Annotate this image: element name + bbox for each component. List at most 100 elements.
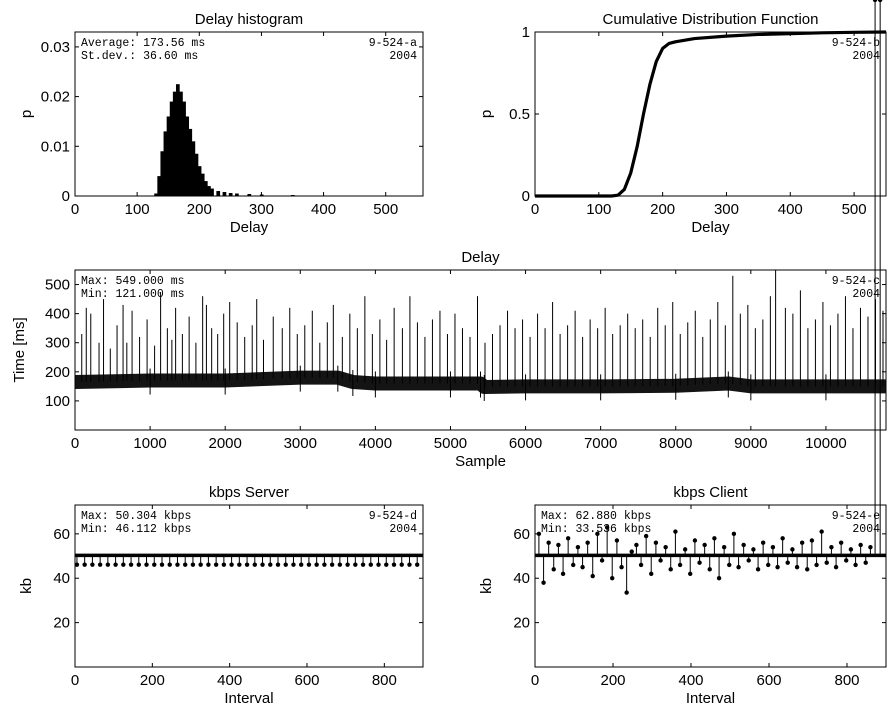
stem-marker xyxy=(872,0,878,3)
stem-marker xyxy=(604,525,610,530)
x-tick-label: 800 xyxy=(834,672,859,689)
stem-marker xyxy=(144,562,149,567)
x-tick-label: 500 xyxy=(842,201,867,218)
stem-marker xyxy=(229,562,234,567)
stem-marker xyxy=(575,544,581,550)
axes-delay-histogram: Delay histogram 0 100 200 300 400 500 0 0.01 0.02… xyxy=(18,11,424,236)
histogram-bar xyxy=(216,191,221,196)
histogram-bar xyxy=(210,188,214,196)
x-tick-label: 600 xyxy=(294,672,319,689)
y-tick-label: 20 xyxy=(53,615,70,632)
stem-marker xyxy=(638,562,644,568)
y-tick-label: 0 xyxy=(522,188,530,205)
histogram-bar xyxy=(163,131,168,196)
x-axis-label: Delay xyxy=(230,219,269,236)
stem-marker xyxy=(82,562,87,567)
histogram-bar xyxy=(197,166,202,196)
stem-marker xyxy=(360,562,366,567)
stem-marker xyxy=(760,540,766,545)
histogram-bar xyxy=(235,193,239,196)
stem-marker xyxy=(780,536,785,541)
annotation-stat: Min: 33.536 kbps xyxy=(541,523,651,536)
x-tick-label: 500 xyxy=(373,201,398,218)
annotation-stat: Max: 62.880 kbps xyxy=(541,510,651,523)
stem-marker xyxy=(580,564,585,570)
stem-marker xyxy=(571,562,576,568)
stem-marker xyxy=(794,564,800,570)
annotation-id: 2004 xyxy=(852,50,880,63)
annotation-id: 2004 xyxy=(389,50,417,63)
chart-title: Delay histogram xyxy=(195,11,303,28)
histogram-bar xyxy=(166,116,171,196)
histogram-bar xyxy=(185,116,190,196)
stem-marker xyxy=(663,544,668,550)
histogram-bar xyxy=(157,176,162,196)
x-tick-label: 800 xyxy=(372,672,397,689)
stem-marker xyxy=(175,562,180,567)
x-tick-label: 5000 xyxy=(434,435,467,452)
y-tick-label: 0.5 xyxy=(509,106,530,123)
stem-marker xyxy=(399,562,404,567)
annotation-stat: Max: 549.000 ms xyxy=(81,275,185,288)
y-axis-label: Time [ms] xyxy=(11,317,28,382)
y-tick-label: 0.03 xyxy=(41,39,70,56)
x-axis-label: Interval xyxy=(224,690,273,707)
y-tick-label: 20 xyxy=(513,615,530,632)
stem-marker xyxy=(697,560,702,565)
stem-marker xyxy=(560,571,566,576)
stem-marker xyxy=(809,538,815,543)
x-tick-label: 0 xyxy=(71,435,79,452)
stem-marker xyxy=(863,560,868,565)
x-tick-label: 600 xyxy=(756,672,781,689)
x-tick-label: 3000 xyxy=(284,435,317,452)
stem-marker xyxy=(814,562,819,568)
stem-marker xyxy=(775,564,780,570)
annotation-stat: Max: 50.304 kbps xyxy=(81,510,191,523)
stem-marker xyxy=(556,542,561,548)
stem-marker xyxy=(692,538,698,543)
annotation-id: 9-524-b xyxy=(832,37,880,50)
stem-marker xyxy=(853,562,858,568)
stem-marker xyxy=(391,562,397,567)
stem-marker xyxy=(74,562,80,567)
x-axis-label: Delay xyxy=(691,219,730,236)
stem-marker xyxy=(634,542,639,548)
stem-marker xyxy=(306,562,312,567)
annotation-id: 9-524-c xyxy=(832,275,880,288)
x-tick-label: 300 xyxy=(714,201,739,218)
stem-marker xyxy=(707,567,712,572)
y-tick-label: 0.01 xyxy=(41,138,70,155)
x-tick-label: 9000 xyxy=(734,435,767,452)
stem-marker xyxy=(221,562,227,567)
stem-marker xyxy=(838,540,844,545)
stem-marker xyxy=(673,529,678,534)
annotation-stat: Min: 121.000 ms xyxy=(81,288,185,301)
stem-marker xyxy=(90,562,95,567)
x-tick-label: 0 xyxy=(531,201,539,218)
y-axis-label: p xyxy=(18,110,35,118)
stem-marker xyxy=(848,547,854,552)
stem-marker xyxy=(329,562,335,567)
cdf-line xyxy=(535,30,887,198)
stem-marker xyxy=(805,567,810,572)
stem-marker xyxy=(658,558,663,563)
histogram-bar xyxy=(207,186,211,196)
x-tick-label: 400 xyxy=(311,201,336,218)
stem-marker xyxy=(682,547,688,552)
axes-kbps-server: kbps Server 0 200 400 600 800 20 40 60 Interval kb… xyxy=(18,484,424,707)
stem-marker xyxy=(677,562,683,568)
y-axis-label: kb xyxy=(18,578,35,594)
stem-marker xyxy=(721,544,727,550)
annotation-stat: Min: 46.112 kbps xyxy=(81,523,191,536)
axes-frame xyxy=(74,269,887,431)
stem-marker xyxy=(668,567,673,572)
stem-marker xyxy=(649,571,654,576)
stem-marker xyxy=(128,562,134,567)
stem-marker xyxy=(716,576,722,581)
y-tick-label: 300 xyxy=(45,335,70,352)
x-tick-label: 2000 xyxy=(208,435,241,452)
y-tick-label: 0.02 xyxy=(41,89,70,106)
stem-marker xyxy=(629,549,634,554)
y-tick-label: 40 xyxy=(513,570,530,587)
histogram-bar xyxy=(179,91,183,196)
